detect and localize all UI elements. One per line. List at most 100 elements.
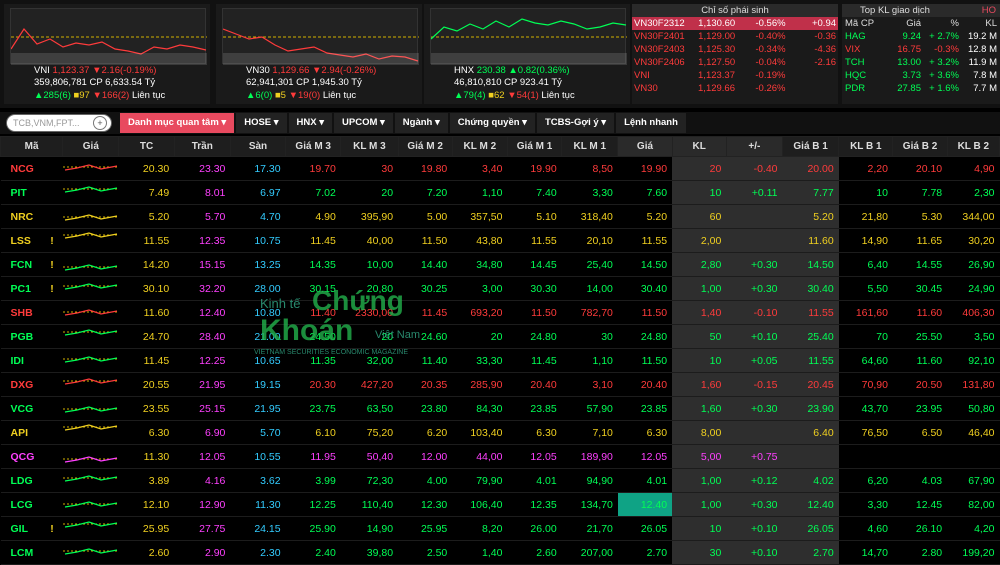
index-panel-vn30[interactable]: VN30 1,129.66 ▼2.94(-0.26%) 62,941,301 CP…: [216, 4, 422, 104]
cell-kl-m-3: 30.25: [398, 276, 453, 301]
cell-gi-: 25.95: [118, 516, 175, 541]
sparkline-cell: [62, 468, 119, 493]
top-volume-row[interactable]: TCH 13.00 + 3.2% 11.9 M: [845, 57, 997, 68]
symbol-cell[interactable]: IDI: [0, 348, 63, 373]
tab-4[interactable]: Ngành ▾: [394, 113, 448, 133]
table-row[interactable]: PC1! 30.10 32.20 28.00 30.15 20,80 30.25 3,00 30…: [0, 276, 1000, 301]
cell-s-n: 30.15: [285, 276, 341, 301]
cell-gi-b-1: [838, 444, 893, 469]
symbol-cell[interactable]: PIT: [0, 180, 63, 205]
cell-kl-m-3: 14.40: [398, 252, 453, 277]
symbol-cell[interactable]: LCM: [0, 540, 63, 565]
symbol-cell[interactable]: FCN!: [0, 252, 63, 277]
futures-row[interactable]: VN30F2403 1,125.30 -0.34% -4.36: [634, 44, 837, 55]
cell--: 7.77: [782, 180, 839, 205]
table-row[interactable]: NRC 5.20 5.70 4.70 4.90 395,90 5.00 357,50 5.10 3…: [0, 204, 1000, 229]
tab-2[interactable]: HNX ▾: [288, 113, 333, 133]
table-row[interactable]: SHB 11.60 12.40 10.80 11.40 2330,00 11.45 693,2…: [0, 300, 1000, 325]
column-header[interactable]: Giá M 2: [397, 136, 453, 157]
cell-s-n: 20.30: [285, 372, 341, 397]
column-header[interactable]: Giá B 1: [782, 136, 840, 157]
column-header[interactable]: TC: [118, 136, 175, 157]
column-header[interactable]: KL: [671, 136, 727, 157]
symbol-cell[interactable]: NRC: [0, 204, 63, 229]
table-row[interactable]: API 6.30 6.90 5.70 6.10 75,20 6.20 103,40 6.30 7,…: [0, 420, 1000, 445]
symbol-cell[interactable]: DXG: [0, 372, 63, 397]
tab-0[interactable]: Danh mục quan tâm ▾: [120, 113, 235, 133]
futures-row[interactable]: VN30F2312 1,130.60 -0.56% +0.94: [632, 17, 838, 30]
cell-kl: -0.10: [726, 300, 783, 325]
futures-row[interactable]: VN30F2401 1,129.00 -0.40% -0.36: [634, 31, 837, 42]
top-volume-title[interactable]: Top KL giao dịch HO: [842, 4, 1000, 17]
cell--: 23.90: [782, 396, 839, 421]
table-row[interactable]: QCG 11.30 12.05 10.55 11.95 50,40 12.00 44,00 12…: [0, 444, 1000, 469]
column-header[interactable]: Sàn: [229, 136, 287, 157]
column-header[interactable]: KL M 3: [340, 136, 399, 157]
column-header[interactable]: KL B 2: [946, 136, 1000, 157]
cell-kl-m-3: 20.35: [398, 372, 453, 397]
symbol-cell[interactable]: GIL!: [0, 516, 63, 541]
column-header[interactable]: KL M 1: [561, 136, 619, 157]
table-row[interactable]: PGB 24.70 28.40 21.00 24.50 20 24.60 20 24.80 30 2…: [0, 324, 1000, 349]
cell-gi-m-2: 357,50: [452, 204, 508, 229]
futures-title: Chỉ số phái sinh: [632, 4, 838, 17]
top-volume-row[interactable]: VIX 16.75 -0.3% 12.8 M: [845, 44, 997, 55]
cell-gi-: 1,60: [672, 372, 727, 397]
symbol-cell[interactable]: NCG: [0, 156, 63, 181]
column-header[interactable]: KL M 2: [451, 136, 508, 157]
table-row[interactable]: DXG 20.55 21.95 19.15 20.30 427,20 20.35 285,90…: [0, 372, 1000, 397]
symbol-cell[interactable]: VCG: [0, 396, 63, 421]
column-header[interactable]: KL B 1: [838, 136, 894, 157]
top-volume-row[interactable]: HQC 3.73 + 3.6% 7.8 M: [845, 70, 997, 81]
add-icon[interactable]: +: [93, 116, 107, 130]
cell-gi-: 5.20: [118, 204, 175, 229]
column-header[interactable]: +/-: [725, 136, 784, 157]
table-row[interactable]: FCN! 14.20 15.15 13.25 14.35 10,00 14.40 34,80 1…: [0, 252, 1000, 277]
table-row[interactable]: LDG 3.89 4.16 3.62 3.99 72,30 4.00 79,90 4.01 94,…: [0, 468, 1000, 493]
symbol-cell[interactable]: SHB: [0, 300, 63, 325]
tab-1[interactable]: HOSE ▾: [236, 113, 287, 133]
cell-gi-b-1: 10: [838, 180, 893, 205]
column-header[interactable]: Giá M 3: [285, 136, 342, 157]
symbol-cell[interactable]: LSS!: [0, 228, 63, 253]
tab-7[interactable]: Lệnh nhanh: [616, 113, 686, 133]
symbol-cell[interactable]: QCG: [0, 444, 63, 469]
futures-row[interactable]: VNI 1,123.37 -0.19%: [634, 70, 786, 81]
symbol-search-input[interactable]: TCB,VNM,FPT... +: [6, 114, 112, 132]
index-panel-vni[interactable]: VNI 1,123.37 ▼2.16(-0.19%) 359,806,781 CP…: [4, 4, 210, 104]
index-panel-hnx[interactable]: HNX 230.38 ▲0.82(0.36%) 46,810,810 CP 923…: [424, 4, 630, 104]
cell-kl-m-1: 24.80: [617, 324, 673, 349]
symbol-cell[interactable]: PGB: [0, 324, 63, 349]
column-header[interactable]: Trần: [173, 136, 231, 157]
symbol-cell[interactable]: API: [0, 420, 63, 445]
table-row[interactable]: LCG 12.10 12.90 11.30 12.25 110,40 12.30 106,40…: [0, 492, 1000, 517]
tab-3[interactable]: UPCOM ▾: [334, 113, 393, 133]
tab-6[interactable]: TCBS-Gợi ý ▾: [536, 113, 615, 133]
cell-gi-b-1: 3,30: [838, 492, 893, 517]
table-row[interactable]: IDI 11.45 12.25 10.65 11.35 32,00 11.40 33,30 11…: [0, 348, 1000, 373]
column-header[interactable]: Giá: [62, 136, 120, 157]
table-row[interactable]: LSS! 11.55 12.35 10.75 11.45 40,00 11.50 43,80 1…: [0, 228, 1000, 253]
column-header[interactable]: Giá: [617, 136, 673, 157]
symbol-cell[interactable]: LDG: [0, 468, 63, 493]
top-volume-row[interactable]: PDR 27.85 + 1.6% 7.7 M: [845, 83, 997, 94]
table-row[interactable]: NCG 20.30 23.30 17.30 19.70 30 19.80 3,40 19.90 8…: [0, 156, 1000, 181]
table-row[interactable]: PIT 7.49 8.01 6.97 7.02 20 7.20 1,10 7.40 3,30 7.6…: [0, 180, 1000, 205]
cell-kl-b-1: 5.30: [892, 204, 948, 229]
column-header[interactable]: Mã: [0, 136, 64, 157]
table-row[interactable]: LCM 2.60 2.90 2.30 2.40 39,80 2.50 1,40 2.60 207,…: [0, 540, 1000, 565]
index-value: 230.38 ▲0.82(0.36%): [476, 65, 570, 76]
table-row[interactable]: GIL! 25.95 27.75 24.15 25.90 14,90 25.95 8,20 26…: [0, 516, 1000, 541]
symbol-cell[interactable]: PC1!: [0, 276, 63, 301]
futures-row[interactable]: VN30 1,129.66 -0.26%: [634, 83, 786, 94]
cell-gi-m-3: 395,90: [340, 204, 399, 229]
cell-kl-b-1: 4.03: [892, 468, 948, 493]
futures-row[interactable]: VN30F2406 1,127.50 -0.04% -2.16: [634, 57, 837, 68]
table-row[interactable]: VCG 23.55 25.15 21.95 23.75 63,50 23.80 84,30 23…: [0, 396, 1000, 421]
column-header[interactable]: Giá B 2: [892, 136, 948, 157]
column-header[interactable]: Giá M 1: [506, 136, 563, 157]
top-volume-row[interactable]: HAG 9.24 + 2.7% 19.2 M: [845, 31, 997, 42]
cell-gi-b-1: 6,20: [838, 468, 893, 493]
tab-5[interactable]: Chứng quyền ▾: [449, 113, 535, 133]
symbol-cell[interactable]: LCG: [0, 492, 63, 517]
